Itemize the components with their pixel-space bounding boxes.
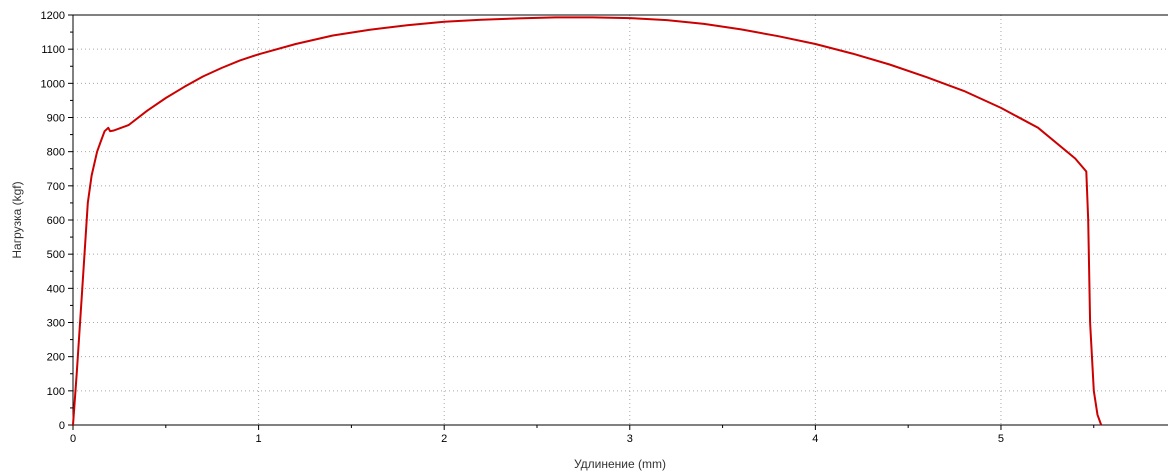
y-tick-label: 1200 — [41, 10, 65, 22]
ticks-layer: 0 1 2 3 4 5 0 100 200 300 400 500 600 700 800 900 1000 11… — [41, 10, 1095, 445]
series-layer — [72, 16, 1103, 426]
y-tick-label: 200 — [47, 352, 65, 364]
x-tick-label: 3 — [627, 433, 633, 445]
x-tick-label: 5 — [998, 433, 1004, 445]
y-axis-title: Нагрузка (kgf) — [10, 181, 24, 258]
y-tick-label: 800 — [47, 147, 65, 159]
y-tick-label: 700 — [47, 181, 65, 193]
y-tick-label: 300 — [47, 318, 65, 330]
x-tick-label: 2 — [441, 433, 447, 445]
y-tick-label: 500 — [47, 249, 65, 261]
x-tick-label: 1 — [256, 433, 262, 445]
x-tick-label: 4 — [812, 433, 818, 445]
y-tick-label: 100 — [47, 386, 65, 398]
x-tick-label: 0 — [70, 433, 76, 445]
y-tick-label: 1100 — [41, 44, 65, 56]
x-axis-title: Удлинение (mm) — [574, 457, 666, 471]
load-elongation-line — [72, 16, 1103, 426]
y-tick-label: 400 — [47, 283, 65, 295]
y-tick-label: 600 — [47, 215, 65, 227]
y-tick-label: 0 — [59, 420, 65, 432]
y-tick-label: 900 — [47, 113, 65, 125]
y-tick-label: 1000 — [41, 78, 65, 90]
